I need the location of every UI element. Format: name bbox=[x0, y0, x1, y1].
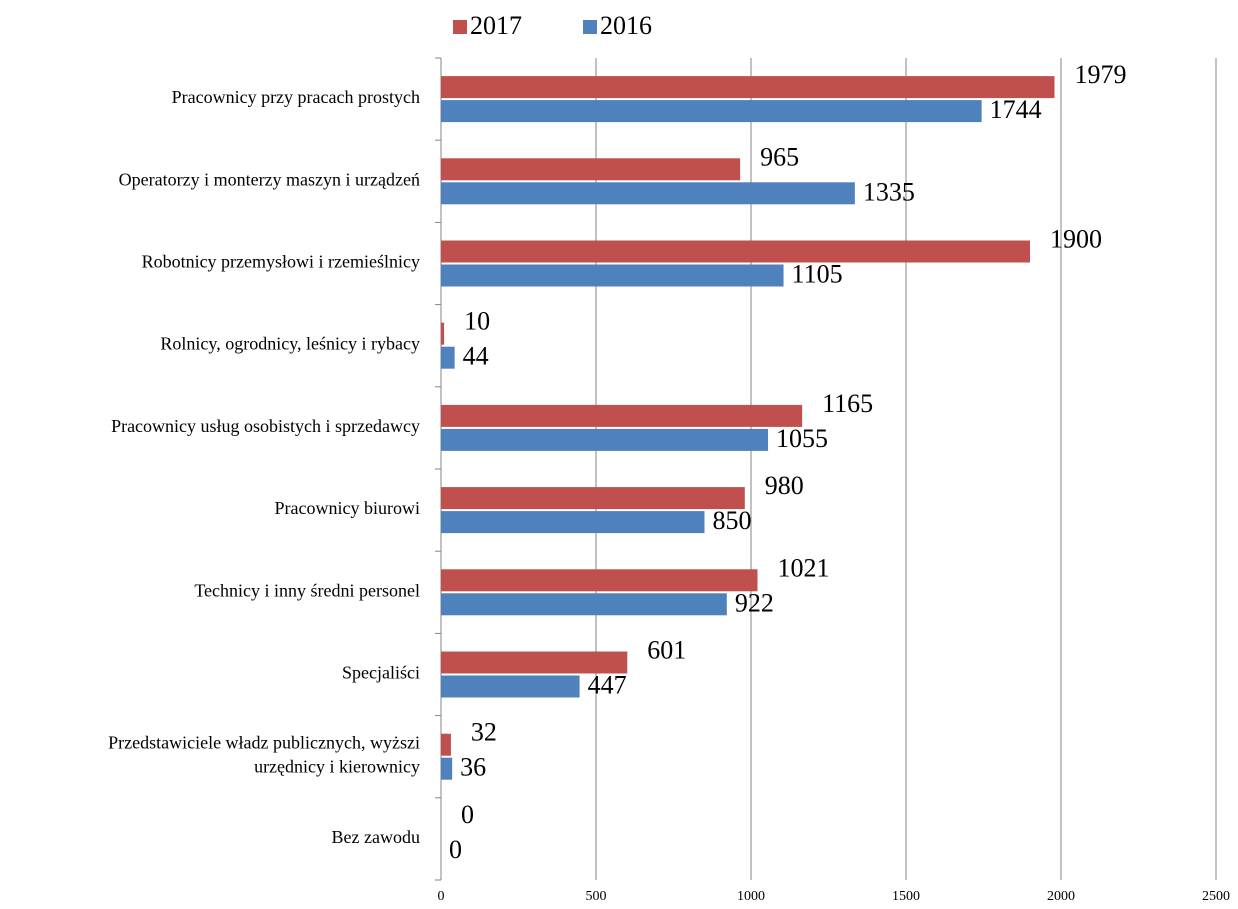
legend-label: 2016 bbox=[600, 11, 652, 40]
data-label: 1979 bbox=[1074, 60, 1126, 89]
data-label: 10 bbox=[464, 307, 490, 336]
y-tick-label: Specjaliści bbox=[342, 663, 420, 683]
data-label: 0 bbox=[461, 800, 474, 829]
data-label: 922 bbox=[735, 588, 774, 617]
y-tick-label: Pracownicy przy pracach prostych bbox=[172, 87, 420, 107]
data-label: 1021 bbox=[778, 553, 830, 582]
bar bbox=[441, 487, 745, 510]
bar bbox=[441, 733, 451, 756]
data-label: 980 bbox=[765, 471, 804, 500]
bar bbox=[441, 757, 453, 780]
data-label: 850 bbox=[713, 506, 752, 535]
data-label: 1055 bbox=[776, 424, 828, 453]
bar bbox=[441, 511, 705, 534]
bar bbox=[441, 346, 455, 369]
y-tick-label: Przedstawiciele władz publicznych, wyższ… bbox=[108, 733, 420, 777]
legend-label: 2017 bbox=[470, 11, 522, 40]
bar bbox=[441, 264, 784, 287]
bar bbox=[441, 100, 982, 123]
bar bbox=[441, 593, 727, 616]
x-tick-label: 0 bbox=[438, 889, 445, 904]
data-label: 36 bbox=[460, 753, 486, 782]
data-label: 0 bbox=[449, 835, 462, 864]
x-tick-label: 500 bbox=[586, 889, 607, 904]
y-tick-label: Pracownicy usług osobistych i sprzedawcy bbox=[111, 416, 420, 436]
data-label: 1335 bbox=[863, 177, 915, 206]
data-label: 1165 bbox=[822, 389, 873, 418]
bar bbox=[441, 675, 580, 698]
bar bbox=[441, 428, 769, 451]
data-label: 44 bbox=[463, 342, 489, 371]
bar bbox=[441, 182, 855, 205]
legend-swatch bbox=[453, 20, 467, 34]
data-label: 965 bbox=[760, 142, 799, 171]
x-tick-label: 1500 bbox=[892, 889, 920, 904]
y-tick-label: Pracownicy biurowi bbox=[275, 498, 420, 518]
data-label: 1105 bbox=[792, 259, 843, 288]
bar bbox=[441, 404, 803, 427]
data-label: 447 bbox=[588, 670, 627, 699]
bar bbox=[441, 158, 741, 181]
x-tick-label: 1000 bbox=[737, 889, 765, 904]
bar bbox=[441, 322, 445, 345]
bar bbox=[441, 240, 1030, 263]
bar bbox=[441, 651, 628, 674]
legend-swatch bbox=[583, 20, 597, 34]
data-label: 32 bbox=[471, 718, 497, 747]
y-tick-label: Bez zawodu bbox=[332, 827, 420, 847]
data-label: 1744 bbox=[990, 95, 1042, 124]
x-tick-label: 2500 bbox=[1202, 889, 1230, 904]
bar bbox=[441, 569, 758, 592]
y-tick-label: Robotnicy przemysłowi i rzemieślnicy bbox=[142, 252, 420, 272]
data-label: 601 bbox=[647, 635, 686, 664]
x-tick-label: 2000 bbox=[1047, 889, 1075, 904]
y-tick-label: Technicy i inny średni personel bbox=[194, 580, 420, 600]
data-label: 1900 bbox=[1050, 224, 1102, 253]
y-tick-label: Operatorzy i monterzy maszyn i urządzeń bbox=[119, 169, 420, 189]
bar bbox=[441, 76, 1055, 99]
y-tick-label: Rolnicy, ogrodnicy, leśnicy i rybacy bbox=[160, 334, 420, 354]
